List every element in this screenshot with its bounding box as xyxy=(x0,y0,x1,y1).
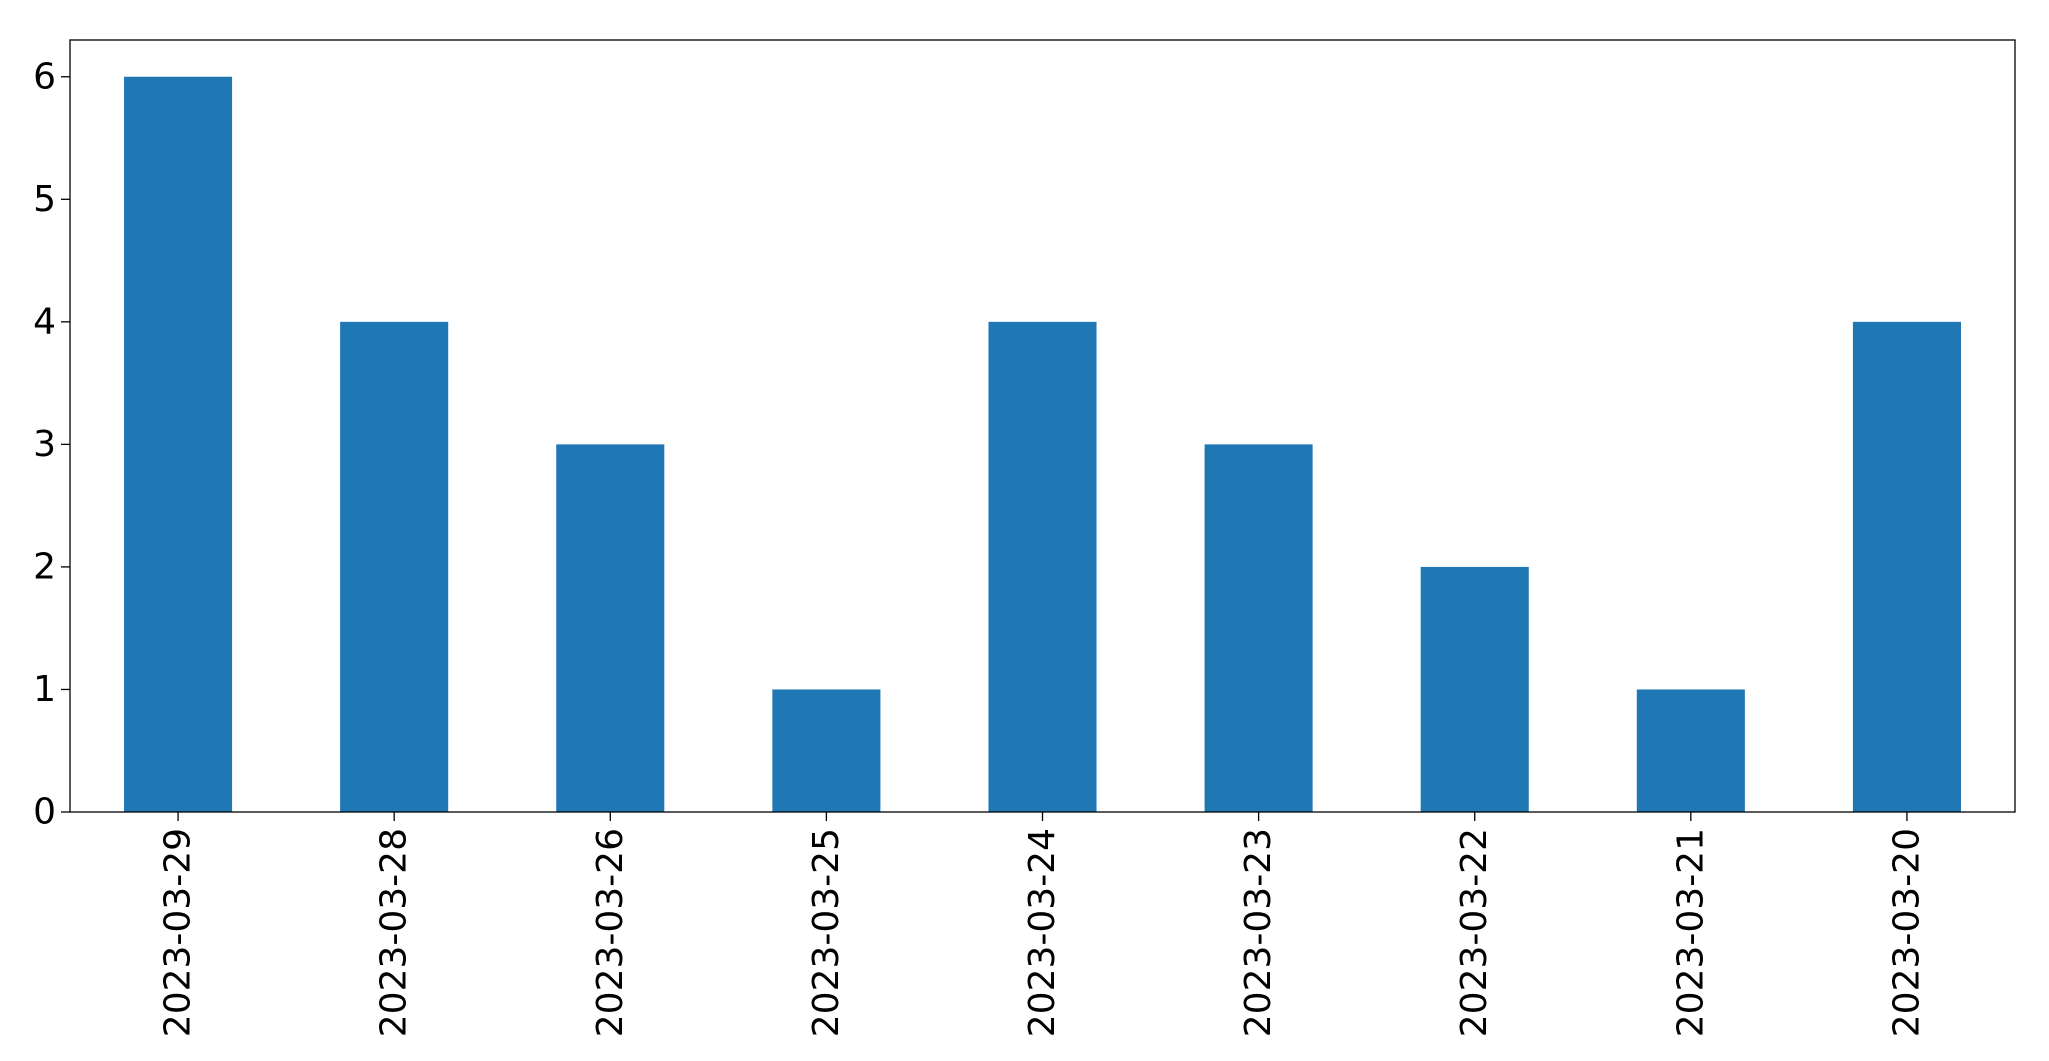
x-axis: 2023-03-29 2023-03-28 2023-03-26 2023-03-25… xyxy=(158,812,1927,1037)
x-tick-label: 2023-03-23 xyxy=(1238,828,1279,1037)
bar-2023-03-22 xyxy=(1420,566,1529,812)
x-tick-label: 2023-03-20 xyxy=(1886,828,1927,1037)
bar-2023-03-26 xyxy=(556,444,665,812)
x-tick-label: 2023-03-29 xyxy=(158,828,199,1037)
y-tick-label: 0 xyxy=(33,792,56,833)
y-axis: 0 1 2 3 4 5 6 xyxy=(33,56,70,833)
x-tick-label: 2023-03-22 xyxy=(1454,828,1495,1037)
x-tick-label: 2023-03-25 xyxy=(806,828,847,1037)
y-tick-label: 5 xyxy=(33,179,56,220)
bar-2023-03-23 xyxy=(1204,444,1313,812)
bar-2023-03-25 xyxy=(772,689,881,812)
x-tick-label: 2023-03-24 xyxy=(1022,828,1063,1037)
bars-group xyxy=(124,76,1961,812)
x-tick-label: 2023-03-28 xyxy=(374,828,415,1037)
bar-2023-03-21 xyxy=(1636,689,1745,812)
y-tick-label: 1 xyxy=(33,669,56,710)
bar-2023-03-24 xyxy=(988,321,1097,812)
y-tick-label: 3 xyxy=(33,424,56,465)
x-tick-label: 2023-03-21 xyxy=(1670,828,1711,1037)
y-tick-label: 2 xyxy=(33,546,56,587)
bar-2023-03-29 xyxy=(124,76,233,812)
y-tick-label: 4 xyxy=(33,301,56,342)
plot-frame xyxy=(69,39,2016,813)
bar-2023-03-28 xyxy=(340,321,449,812)
y-tick-label: 6 xyxy=(33,56,56,97)
bar-2023-03-20 xyxy=(1852,321,1961,812)
x-tick-label: 2023-03-26 xyxy=(590,828,631,1037)
